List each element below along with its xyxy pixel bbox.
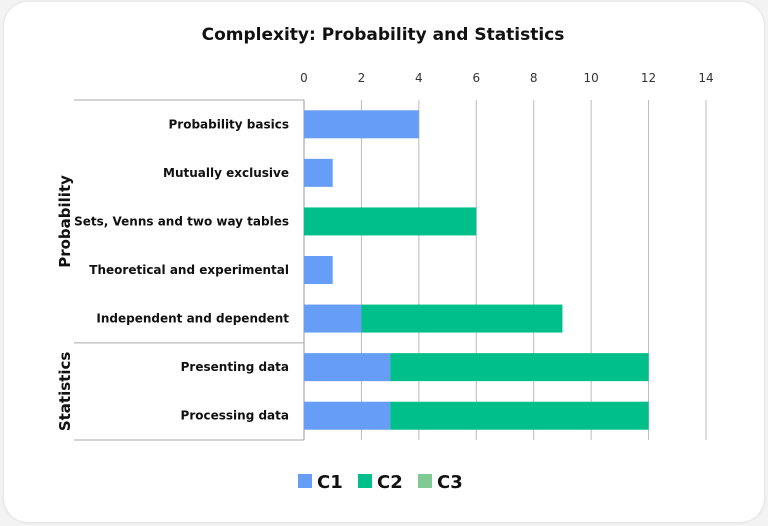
x-tick-label: 0 <box>300 71 308 85</box>
legend-label: C2 <box>377 472 403 493</box>
category-label: Processing data <box>181 409 289 423</box>
x-tick-label: 10 <box>584 71 599 85</box>
bar-c1 <box>304 256 333 284</box>
x-tick-label: 8 <box>530 71 538 85</box>
bar-c1 <box>304 401 391 430</box>
legend-swatch <box>358 474 372 488</box>
x-tick-label: 2 <box>358 71 366 85</box>
bar-c2 <box>304 207 477 236</box>
bar-c1 <box>304 353 391 382</box>
bar-c1 <box>304 158 333 187</box>
bar-c2 <box>390 401 649 430</box>
category-label: Sets, Venns and two way tables <box>74 214 289 228</box>
legend-swatch <box>298 474 312 488</box>
x-tick-label: 14 <box>698 71 713 85</box>
x-tick-label: 12 <box>641 71 656 85</box>
category-label: Theoretical and experimental <box>89 263 289 277</box>
category-label: Probability basics <box>168 117 289 131</box>
legend-swatch <box>418 474 432 488</box>
group-label: Probability <box>56 175 74 268</box>
bar-c1 <box>304 110 419 139</box>
group-label: Statistics <box>56 352 74 432</box>
category-label: Mutually exclusive <box>163 166 289 180</box>
x-tick-label: 6 <box>472 71 480 85</box>
bar-c1 <box>304 304 362 333</box>
chart-title: Complexity: Probability and Statistics <box>202 25 565 45</box>
legend-label: C1 <box>317 472 343 493</box>
chart-card <box>4 2 764 522</box>
bar-c2 <box>390 353 649 382</box>
legend-label: C3 <box>437 472 463 493</box>
category-label: Presenting data <box>181 360 289 374</box>
x-tick-label: 4 <box>415 71 423 85</box>
category-label: Independent and dependent <box>96 312 289 326</box>
bar-c2 <box>361 304 563 333</box>
